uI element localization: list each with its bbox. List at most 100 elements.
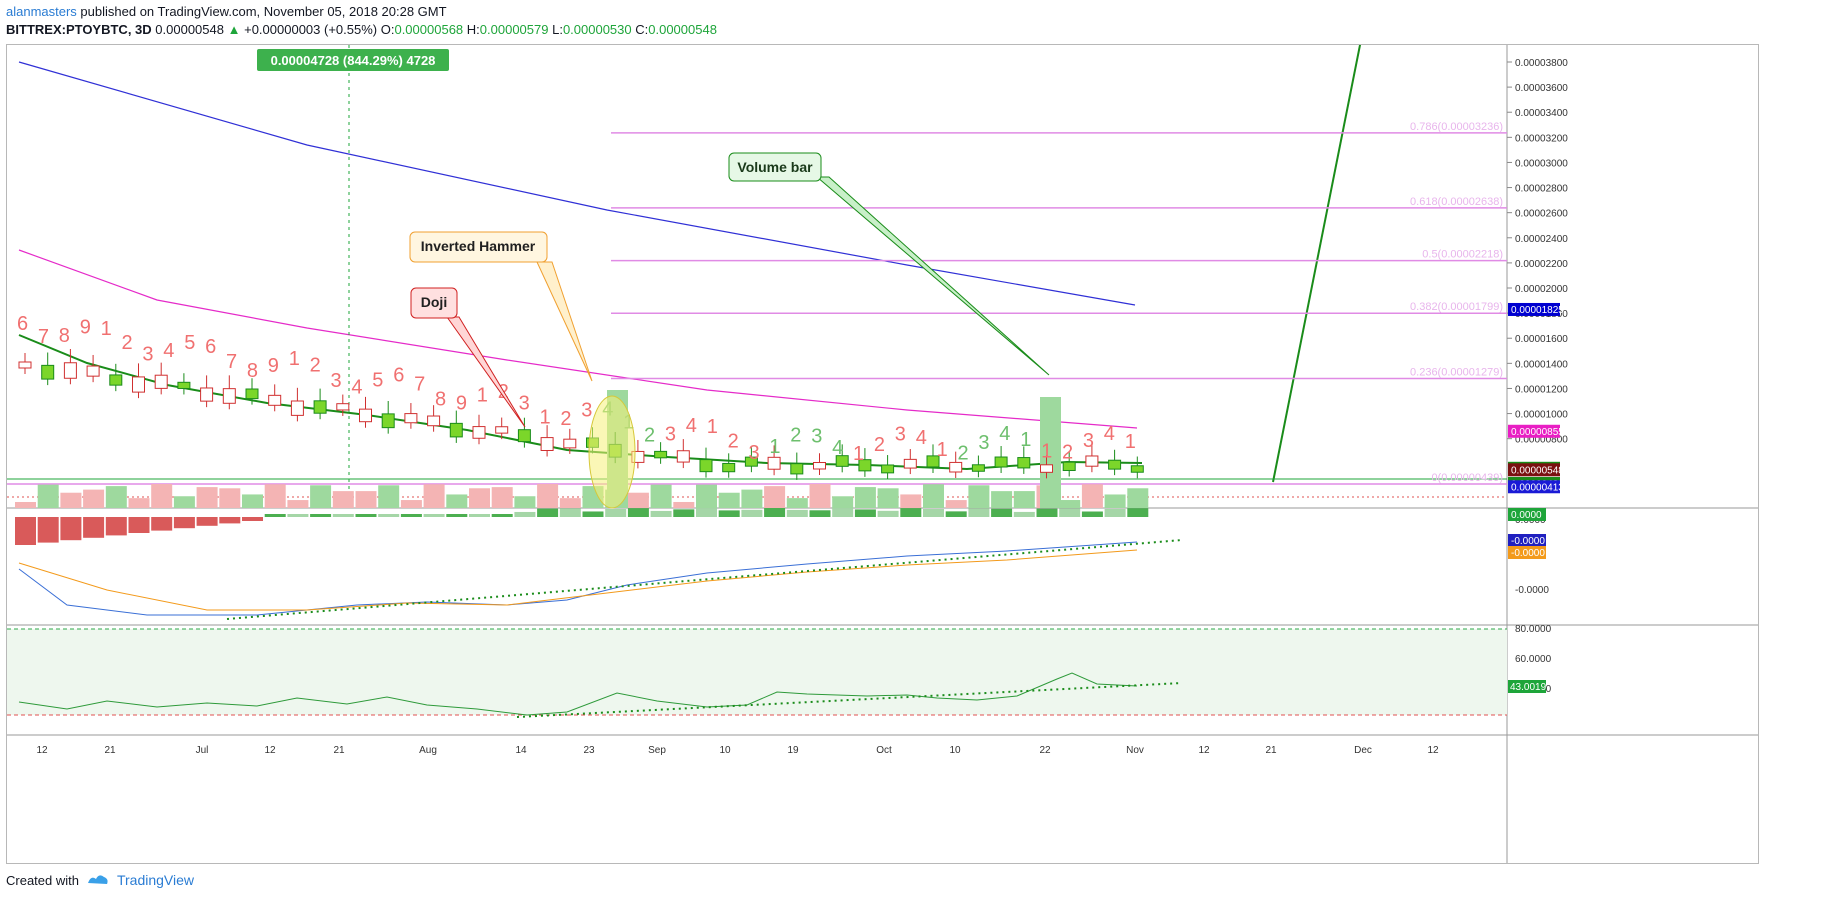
volume-bar	[400, 500, 422, 508]
measure-tool-label[interactable]: 0.00004728 (844.29%) 4728	[257, 49, 449, 71]
macd-bar	[378, 514, 400, 517]
macd-bar	[582, 511, 604, 517]
candle-body	[903, 458, 917, 469]
time-tick-label: 10	[949, 745, 961, 756]
volume-bar	[809, 484, 831, 508]
macd-bar	[128, 517, 150, 533]
price-tick-label: 0.00003000	[1515, 158, 1568, 169]
price-badge-text: 0.00000855	[1511, 427, 1564, 438]
candle-body	[881, 464, 895, 474]
volume-bar	[242, 494, 263, 508]
candle-body	[699, 459, 713, 473]
macd-bar	[310, 514, 332, 517]
volume-bar	[1104, 494, 1126, 508]
price-tick-label: 0.00003200	[1515, 133, 1568, 144]
candle-body	[313, 400, 327, 414]
td-sequential-label: 7	[414, 373, 425, 395]
price-tick-label: 0.00002400	[1515, 234, 1568, 245]
macd-bar	[696, 508, 717, 517]
candle-body	[971, 464, 985, 472]
fib-retracement[interactable]: 0.786(0.00003236) 0.618(0.00002638) 0.5(0.…	[7, 121, 1507, 485]
macd-trendline	[226, 539, 1183, 620]
volume-bar	[310, 485, 332, 508]
last-price: 0.00000548	[155, 22, 224, 37]
macd-bar	[900, 508, 922, 517]
rsi-band	[7, 629, 1507, 715]
volume-bar	[764, 486, 786, 508]
chart-area[interactable]: 0.786(0.00003236) 0.618(0.00002638) 0.5(0.…	[6, 44, 1759, 864]
candle-body	[200, 387, 214, 402]
candle-body	[1085, 455, 1099, 467]
volume-bar	[877, 488, 899, 508]
price-change: +0.00000003 (+0.55%)	[244, 22, 378, 37]
candle-body	[1040, 464, 1053, 473]
volume-bar-callout[interactable]: Volume bar	[728, 152, 1050, 376]
macd-bar	[355, 514, 377, 517]
price-badge: 0.00000855	[1508, 424, 1564, 438]
volume-bar	[991, 491, 1013, 508]
td-sequential-labels: 6789123456789123456789123123412341231234…	[17, 313, 1136, 465]
time-tick-label: Aug	[419, 745, 437, 756]
macd-signal-line	[18, 549, 1138, 611]
macd-bar	[60, 517, 82, 541]
volume-bar	[650, 484, 672, 508]
td-sequential-label: 3	[1083, 430, 1094, 452]
candle-body	[63, 362, 77, 379]
inverted-hammer-callout[interactable]: Inverted Hammer	[409, 231, 593, 382]
macd-bar	[605, 508, 627, 517]
td-sequential-label: 6	[393, 364, 404, 386]
td-sequential-label: 6	[205, 336, 216, 358]
td-sequential-label: 6	[17, 313, 28, 335]
candle-body	[359, 408, 372, 423]
price-axis[interactable]: 0.00003800 0.00003600 0.00003400 0.00003200…	[1507, 58, 1568, 494]
volume-bar	[1013, 491, 1035, 508]
author-link[interactable]: alanmasters	[6, 4, 77, 19]
td-sequential-label: 3	[665, 423, 676, 445]
candle-body	[336, 403, 350, 411]
ma-pink-line	[18, 249, 1138, 429]
volume-bar	[696, 484, 717, 508]
chart-canvas[interactable]: 0.786(0.00003236) 0.618(0.00002638) 0.5(0.…	[7, 45, 1758, 863]
volume-bar	[741, 489, 763, 508]
volume-bar	[1127, 488, 1149, 508]
td-sequential-label: 2	[874, 434, 885, 456]
macd-bar	[105, 517, 127, 536]
time-axis[interactable]: 12 21 Jul 12 21 Aug 14 23 Sep 10 19 Oct 10 22 Nov 12 21 D…	[36, 745, 1439, 756]
volume-bar	[1081, 484, 1103, 508]
td-sequential-label: 1	[101, 318, 112, 340]
projection-line	[1272, 45, 1362, 483]
price-badge-text: 0.00001825	[1511, 305, 1564, 316]
macd-badge-text: -0.0000	[1511, 536, 1545, 547]
macd-bar	[469, 514, 490, 517]
volume-bar	[900, 494, 922, 508]
volume-bar	[469, 488, 490, 508]
macd-bar	[968, 508, 990, 517]
doji-callout[interactable]: Doji	[410, 287, 526, 428]
time-tick-label: 14	[515, 745, 527, 756]
volume-bar	[786, 498, 808, 508]
macd-bar	[15, 517, 36, 545]
macd-bar	[877, 510, 899, 517]
td-sequential-label: 1	[769, 436, 780, 458]
candle-body	[767, 456, 781, 470]
candle-body	[177, 381, 191, 389]
tradingview-link[interactable]: TradingView	[116, 872, 195, 888]
low-value: 0.00000530	[562, 22, 632, 37]
created-with-text: Created with	[6, 872, 79, 888]
macd-axis[interactable]: 0.0000-0.00000.0000-0.0000-0.0000	[1508, 508, 1549, 596]
volume-bar	[83, 489, 105, 508]
price-tick-label: 0.00003400	[1515, 108, 1568, 119]
macd-bar	[1059, 508, 1081, 517]
macd-bar	[1127, 508, 1149, 517]
macd-bar	[332, 514, 354, 517]
candle-body	[540, 437, 554, 451]
td-sequential-label: 3	[142, 343, 153, 365]
macd-bar	[650, 510, 672, 517]
td-sequential-label: 8	[59, 325, 70, 347]
ma-blue-line	[18, 61, 1136, 306]
td-sequential-label: 1	[1041, 441, 1052, 463]
td-sequential-label: 5	[372, 370, 383, 392]
td-sequential-label: 2	[310, 354, 321, 376]
td-sequential-label: 8	[247, 360, 258, 382]
